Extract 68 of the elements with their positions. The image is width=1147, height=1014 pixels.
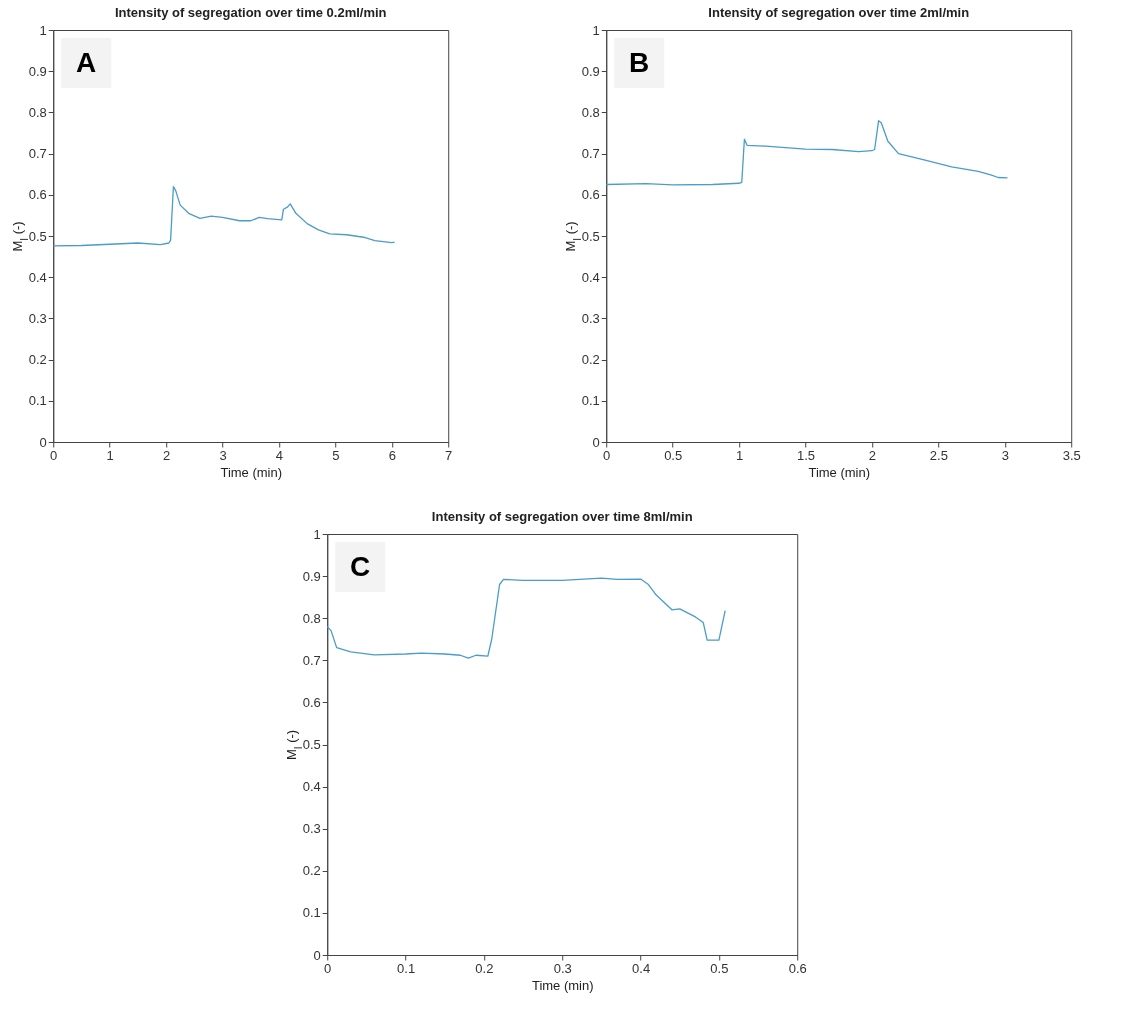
line-series [605,119,1009,186]
y-tick-label: 0.3 [581,310,600,326]
x-tick-label: 0.3 [553,960,572,976]
x-tick-label: 2.5 [929,447,948,463]
y-tick-label: 0 [39,434,47,450]
x-axis-title: Time (min) [531,977,594,993]
y-tick-label: 0.5 [581,228,600,244]
x-tick-label: 0 [324,960,332,976]
x-tick-label: 2 [162,447,171,463]
x-tick-label: 0.5 [664,447,683,463]
y-tick-label: 0.6 [28,187,47,203]
chart-title: Intensity of segregation over time 2ml/min [708,5,970,20]
y-tick-label: 0.1 [28,393,47,409]
x-axis-title: Time (min) [808,464,871,480]
line-series [326,577,726,659]
chart-title: Intensity of segregation over time 0.2ml/min [114,5,387,20]
x-tick-label: 6 [388,447,396,463]
x-tick-label: 1.5 [796,447,816,463]
x-tick-label: 0.4 [632,960,651,976]
y-tick-label: 0.6 [302,694,321,710]
x-tick-label: 3.5 [1062,447,1081,463]
y-tick-label: 0 [592,434,600,450]
x-tick-label: 0.6 [788,960,807,976]
y-tick-label: 0.8 [581,104,600,120]
y-tick-label: 0.4 [302,779,321,795]
x-tick-label: 1 [106,447,114,463]
y-tick-label: 1 [592,22,600,38]
annotation: A [76,47,97,78]
y-tick-label: 0.7 [28,146,47,162]
y-tick-label: 1 [313,526,321,542]
x-tick-label: 0.2 [475,960,494,976]
y-tick-label: 0.5 [28,228,47,244]
x-tick-label: 3 [1001,447,1009,463]
y-tick-label: 0.1 [302,905,321,921]
y-tick-label: 0.9 [28,63,47,79]
annotation: B [629,47,650,78]
x-axis-title: Time (min) [220,464,283,480]
x-tick-label: 4 [275,447,284,463]
x-tick-label: 5 [332,447,340,463]
y-tick-label: 1 [39,22,47,38]
y-tick-label: 0.9 [302,568,321,584]
y-tick-label: 0.9 [581,63,600,79]
x-tick-label: 0 [50,447,58,463]
y-tick-label: 0.7 [302,652,321,668]
y-tick-label: 0.4 [28,269,47,285]
y-tick-label: 0.2 [28,352,47,368]
y-tick-label: 0.2 [581,352,600,368]
x-tick-label: 1 [735,447,744,463]
y-tick-label: 0 [313,947,321,963]
y-tick-label: 0.3 [28,310,47,326]
y-tick-label: 0.3 [302,821,321,837]
x-tick-label: 2 [868,447,877,463]
x-tick-label: 0 [603,447,611,463]
y-tick-label: 0.8 [28,104,47,120]
line-series [52,185,396,247]
y-tick-label: 0.5 [302,737,321,752]
y-tick-label: 0.8 [302,610,321,626]
y-tick-label: 0.4 [581,269,600,285]
annotation: C [350,551,371,582]
x-tick-label: 0.1 [397,960,416,976]
x-tick-label: 3 [219,447,227,463]
x-tick-label: 0.5 [710,960,729,976]
y-tick-label: 0.1 [581,393,600,409]
y-tick-label: 0.7 [581,146,600,162]
y-tick-label: 0.6 [581,187,600,203]
x-tick-label: 7 [445,447,453,463]
y-tick-label: 0.2 [302,863,321,879]
chart-title: Intensity of segregation over time 8ml/min [431,509,693,524]
